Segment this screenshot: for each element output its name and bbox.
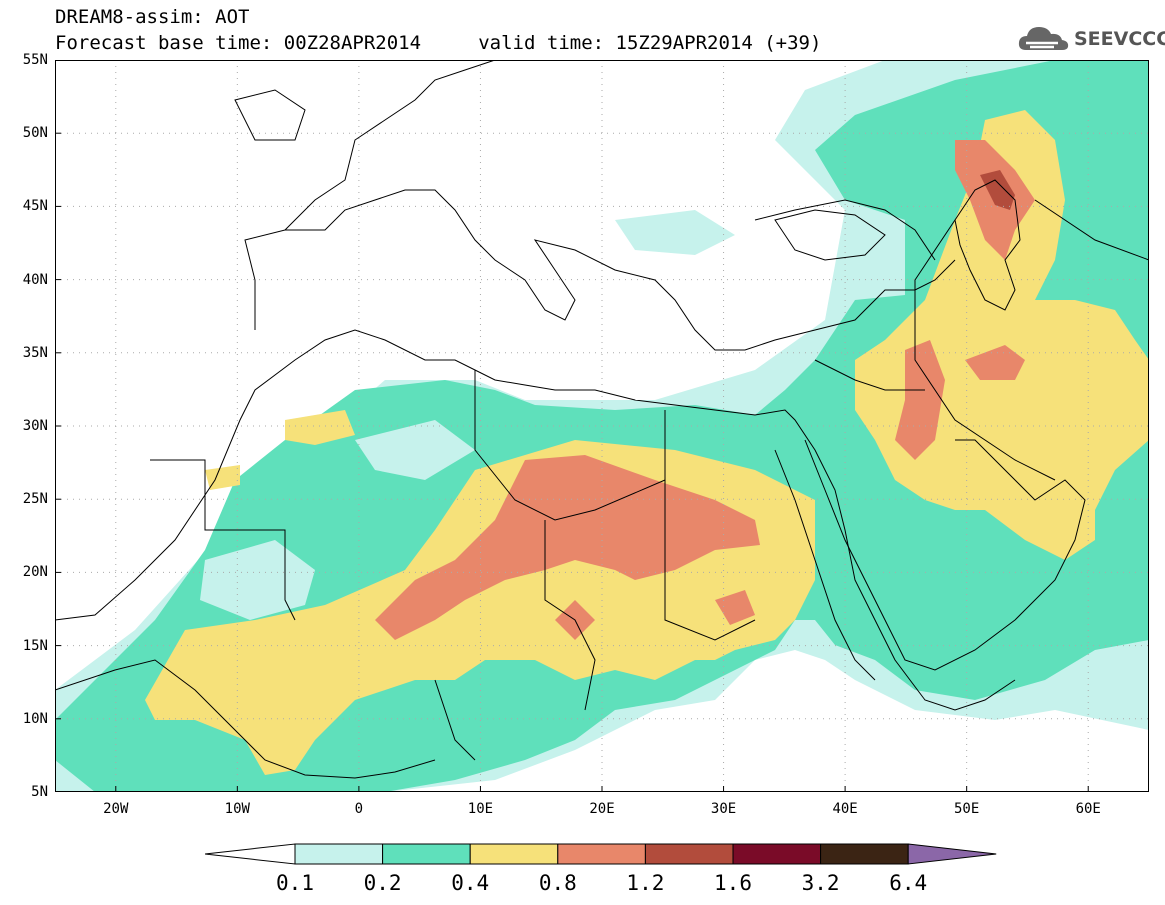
colorbar	[205, 843, 997, 865]
colorbar-box	[557, 843, 646, 865]
colorbar-box	[820, 843, 909, 865]
colorbar-box	[382, 843, 471, 865]
colorbar-label: 6.4	[889, 871, 928, 895]
lat-label: 50N	[22, 125, 48, 142]
lon-label: 20W	[103, 801, 129, 817]
cloud-icon	[1018, 27, 1069, 50]
lat-label: 45N	[22, 198, 48, 215]
logo-text: SEEVCCC	[1074, 28, 1165, 50]
lat-label: 30N	[22, 418, 48, 434]
lat-label: 55N	[22, 52, 48, 68]
colorbar-label: 1.6	[714, 871, 752, 895]
colorbar-box	[469, 843, 559, 865]
lat-label: 35N	[22, 344, 48, 361]
lat-label: 10N	[22, 710, 48, 727]
colorbar-label: 0.1	[276, 871, 314, 895]
lat-label: 20N	[22, 564, 48, 581]
aot-map	[55, 60, 1149, 792]
colorbar-label: 0.4	[451, 871, 490, 895]
colorbar-label: 3.2	[801, 871, 840, 895]
lon-label: 50E	[954, 801, 980, 817]
lon-label: 0	[354, 801, 364, 817]
colorbar-over-triangle	[907, 843, 997, 865]
lat-label: 25N	[22, 491, 48, 508]
aot-band-1.2	[980, 170, 1015, 210]
lat-label: 40N	[22, 271, 48, 288]
lon-label: 60E	[1075, 801, 1101, 817]
colorbar-label: 0.2	[363, 871, 402, 895]
seevccc-logo: SEEVCCC	[1016, 22, 1165, 58]
chart-title: DREAM8-assim: AOT	[55, 6, 250, 28]
lon-label: 10E	[467, 801, 494, 817]
lon-label: 20E	[589, 801, 615, 817]
lat-label: 5N	[31, 784, 48, 800]
graticule	[55, 60, 1149, 792]
colorbar-label: 0.8	[538, 871, 577, 895]
lon-label: 40E	[832, 801, 858, 817]
colorbar-box	[294, 843, 384, 865]
colorbar-box	[732, 843, 822, 865]
forecast-time-line: Forecast base time: 00Z28APR2014 valid t…	[55, 32, 822, 54]
lon-label: 30E	[710, 801, 737, 817]
colorbar-box	[644, 843, 734, 865]
colorbar-under-triangle	[205, 843, 296, 865]
lon-label: 10W	[224, 801, 250, 817]
axis-ticks	[55, 60, 1089, 792]
colorbar-label: 1.2	[626, 871, 665, 895]
coastlines	[55, 60, 1149, 779]
lat-label: 15N	[22, 637, 48, 654]
